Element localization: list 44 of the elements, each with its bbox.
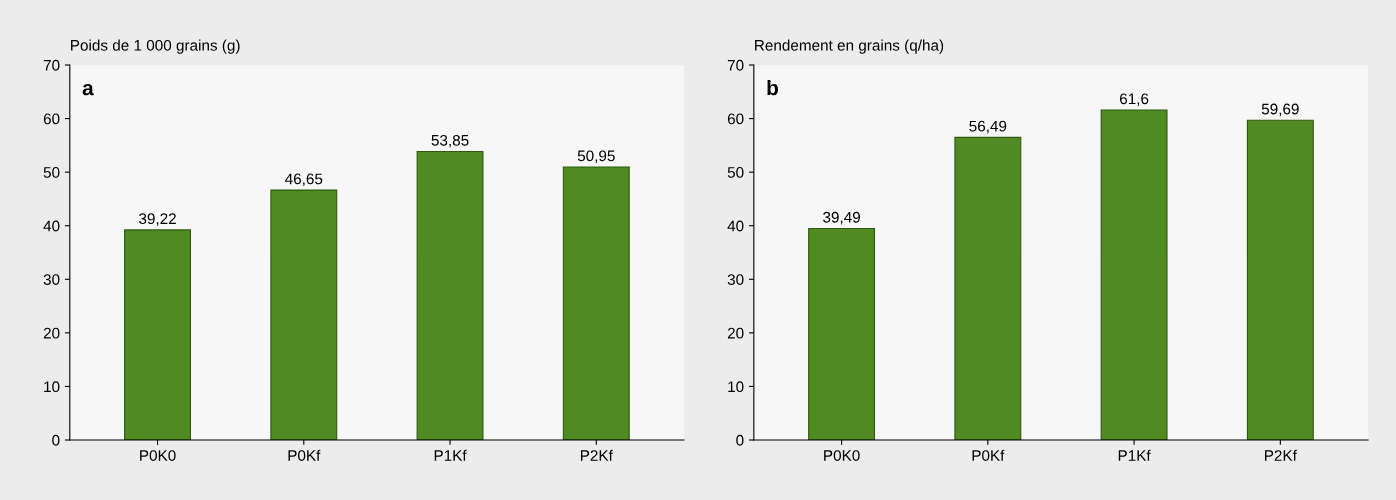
y-axis-title: Rendement en grains (q/ha) — [755, 39, 944, 54]
x-tick-label: P1Kf — [1118, 449, 1151, 461]
y-tick-label: 50 — [727, 167, 744, 178]
bar — [562, 166, 630, 440]
data-label: 39,49 — [823, 211, 860, 225]
x-tick-label: P0Kf — [972, 449, 1005, 461]
y-tick-label: 60 — [43, 113, 60, 125]
bar — [1246, 119, 1314, 440]
data-label: 50,95 — [577, 150, 615, 164]
y-tick-label: 70 — [727, 59, 744, 71]
data-label: 59,69 — [1261, 103, 1299, 117]
x-tick-label: P0Kf — [288, 449, 321, 461]
y-tick-label: 10 — [44, 381, 60, 393]
y-tick-label: 30 — [43, 274, 60, 285]
text: b — [767, 80, 778, 96]
bar — [954, 136, 1022, 440]
data-label: 46,65 — [285, 173, 323, 187]
x-tick-label: P0K0 — [140, 450, 176, 461]
x-tick-label: P2Kf — [1265, 449, 1297, 461]
data-label: 56,49 — [969, 120, 1007, 134]
y-tick-label: 60 — [727, 113, 744, 125]
y-tick-label: 0 — [736, 434, 744, 446]
data-label: 53,85 — [431, 134, 469, 148]
x-tick-label: P1Kf — [434, 449, 467, 461]
y-tick-label: 40 — [43, 220, 60, 232]
bar — [1100, 109, 1168, 440]
y-tick-label: 10 — [728, 381, 744, 393]
y-tick-label: 20 — [727, 327, 744, 339]
y-tick-label: 50 — [43, 167, 60, 178]
x-tick-label: P2Kf — [580, 449, 613, 461]
y-axis-title: Poids de 1 000 grains (g) — [71, 39, 240, 54]
y-tick-label: 20 — [43, 327, 60, 339]
y-tick-label: 40 — [727, 220, 744, 232]
y-tick-label: 0 — [52, 434, 60, 446]
y-tick-label: 70 — [43, 59, 60, 71]
x-tick-label: P0K0 — [824, 450, 860, 461]
bar — [270, 189, 338, 440]
bar — [416, 150, 484, 440]
y-tick-label: 30 — [727, 274, 744, 285]
text: a — [82, 83, 94, 96]
bar — [808, 227, 876, 440]
bar — [124, 229, 192, 440]
data-label: 61,6 — [1119, 93, 1149, 107]
data-label: 39,22 — [139, 213, 176, 226]
